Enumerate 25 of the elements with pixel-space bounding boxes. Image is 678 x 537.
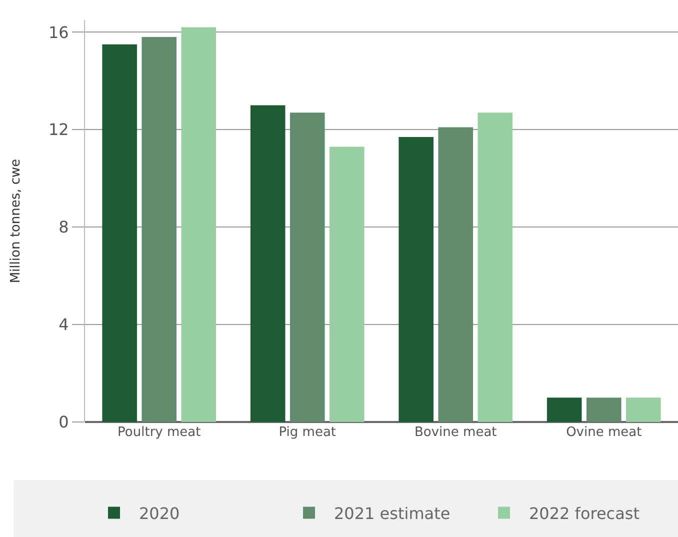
bar bbox=[478, 112, 513, 422]
bar bbox=[250, 105, 286, 422]
bar bbox=[546, 398, 582, 422]
legend-label: 2022 forecast bbox=[529, 504, 640, 523]
legend-label: 2021 estimate bbox=[334, 504, 450, 523]
bar bbox=[438, 127, 474, 422]
bar bbox=[586, 398, 622, 422]
bar bbox=[181, 27, 216, 422]
bar bbox=[626, 398, 661, 422]
bar bbox=[102, 44, 137, 422]
y-tick-label: 12 bbox=[48, 120, 69, 140]
y-tick-label: 16 bbox=[48, 22, 69, 42]
bar bbox=[330, 146, 364, 422]
x-tick-label: Pig meat bbox=[278, 425, 336, 440]
bar bbox=[398, 136, 434, 422]
x-tick-label: Ovine meat bbox=[566, 425, 642, 440]
y-tick-label: 0 bbox=[58, 412, 69, 432]
y-tick-label: 4 bbox=[58, 315, 69, 334]
x-tick-label: Bovine meat bbox=[414, 425, 497, 440]
legend-label: 2020 bbox=[139, 504, 180, 523]
bar bbox=[142, 37, 177, 422]
x-tick-label: Poultry meat bbox=[118, 425, 201, 440]
y-tick-label: 8 bbox=[58, 218, 69, 237]
y-axis-title: Million tonnes, cwe bbox=[8, 158, 24, 284]
bar bbox=[290, 112, 325, 422]
